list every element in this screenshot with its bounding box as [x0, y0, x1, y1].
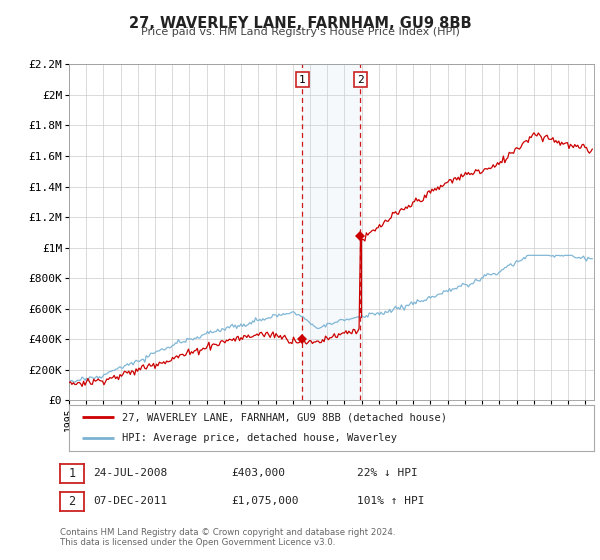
Text: Contains HM Land Registry data © Crown copyright and database right 2024.
This d: Contains HM Land Registry data © Crown c… [60, 528, 395, 547]
Text: £403,000: £403,000 [231, 468, 285, 478]
Bar [302, 64, 361, 400]
Text: £1,075,000: £1,075,000 [231, 496, 299, 506]
Text: HPI: Average price, detached house, Waverley: HPI: Average price, detached house, Wave… [121, 433, 397, 444]
Text: 22% ↓ HPI: 22% ↓ HPI [357, 468, 418, 478]
Text: 27, WAVERLEY LANE, FARNHAM, GU9 8BB: 27, WAVERLEY LANE, FARNHAM, GU9 8BB [128, 16, 472, 31]
Text: 101% ↑ HPI: 101% ↑ HPI [357, 496, 425, 506]
Text: 1: 1 [68, 467, 76, 480]
Text: 2: 2 [357, 74, 364, 85]
Text: 1: 1 [299, 74, 306, 85]
Text: 07-DEC-2011: 07-DEC-2011 [93, 496, 167, 506]
Text: 2: 2 [68, 495, 76, 508]
Text: Price paid vs. HM Land Registry's House Price Index (HPI): Price paid vs. HM Land Registry's House … [140, 27, 460, 37]
Text: 24-JUL-2008: 24-JUL-2008 [93, 468, 167, 478]
Text: 27, WAVERLEY LANE, FARNHAM, GU9 8BB (detached house): 27, WAVERLEY LANE, FARNHAM, GU9 8BB (det… [121, 412, 446, 422]
